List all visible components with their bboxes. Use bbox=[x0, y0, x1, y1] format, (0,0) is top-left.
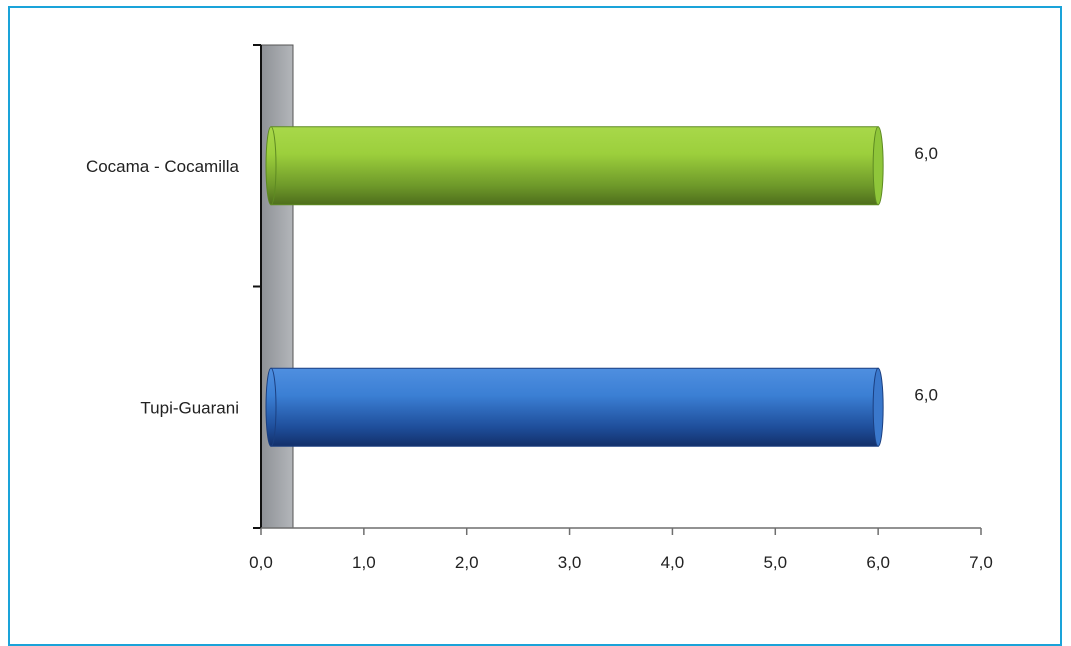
x-tick-label: 5,0 bbox=[763, 553, 787, 572]
x-tick-label: 7,0 bbox=[969, 553, 993, 572]
bar-tupi-guarani bbox=[270, 367, 879, 447]
chart-side-wall bbox=[260, 44, 294, 529]
bar-end-cap bbox=[872, 126, 884, 206]
category-label: Cocama - Cocamilla bbox=[86, 157, 240, 176]
bar-start-cap bbox=[265, 126, 277, 206]
x-tick-label: 4,0 bbox=[661, 553, 685, 572]
x-tick-label: 2,0 bbox=[455, 553, 479, 572]
value-label: 6,0 bbox=[914, 144, 938, 163]
category-label: Tupi-Guarani bbox=[140, 398, 239, 417]
x-tick-label: 6,0 bbox=[866, 553, 890, 572]
value-label: 6,0 bbox=[914, 385, 938, 404]
bar-chart: 0,0 1,0 2,0 3,0 4,0 5,0 6,0 7,0 Tupi-Guarani 6,0 C… bbox=[86, 44, 993, 572]
x-tick-label: 0,0 bbox=[249, 553, 273, 572]
bar-start-cap bbox=[265, 367, 277, 447]
bar-cocama-cocamilla bbox=[270, 126, 879, 206]
bar-end-cap bbox=[872, 367, 884, 447]
x-tick-label: 1,0 bbox=[352, 553, 376, 572]
x-tick-label: 3,0 bbox=[558, 553, 582, 572]
